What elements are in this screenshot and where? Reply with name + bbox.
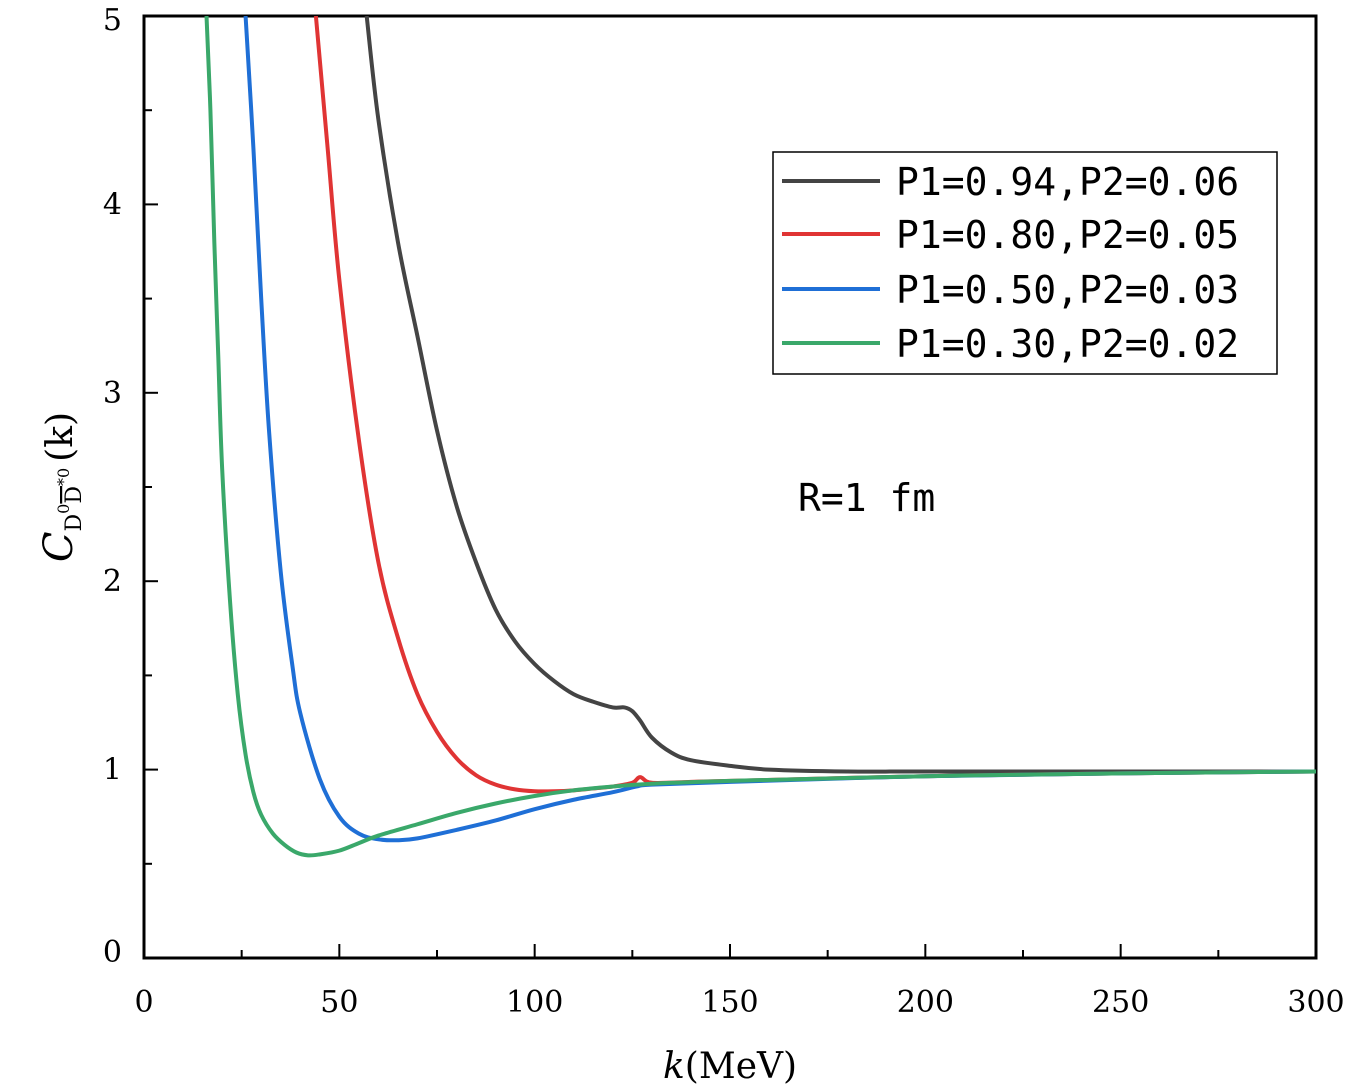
- x-axis-var: k: [663, 1046, 685, 1087]
- x-tick-label-200: 200: [897, 985, 954, 1020]
- legend-label-2: P1=0.50,P2=0.03: [896, 268, 1239, 312]
- x-tick-label-250: 250: [1092, 985, 1149, 1020]
- y-axis-sub-base: D: [62, 514, 87, 532]
- annotation-radius: R=1 fm: [798, 476, 935, 520]
- x-tick-label-0: 0: [134, 985, 153, 1020]
- series-line-0: [364, 16, 1316, 774]
- y-tick-label-4: 4: [103, 187, 122, 222]
- x-tick-label-100: 100: [506, 985, 563, 1020]
- tick-labels: 0 50 100 150 200 250 300 0 1 2 3 4 5: [103, 3, 1345, 1020]
- y-tick-label-3: 3: [103, 376, 122, 411]
- y-axis-arg: (k): [40, 412, 81, 462]
- series-line-3: [204, 16, 1316, 858]
- svg-text:CD0D*0(k): CD0D*0(k): [36, 412, 87, 562]
- legend: P1=0.94,P2=0.06 P1=0.80,P2=0.05 P1=0.50,…: [772, 151, 1278, 375]
- y-axis-sub-sup2: *0: [54, 468, 73, 486]
- legend-label-3: P1=0.30,P2=0.02: [896, 322, 1239, 366]
- y-tick-label-1: 1: [103, 753, 122, 788]
- y-tick-label-2: 2: [103, 564, 122, 599]
- legend-label-1: P1=0.80,P2=0.05: [896, 213, 1239, 257]
- x-axis-title: k(MeV): [663, 1046, 797, 1087]
- y-axis-title: CD0D*0(k): [36, 412, 87, 562]
- y-tick-label-5: 5: [103, 3, 122, 38]
- x-tick-label-50: 50: [320, 985, 358, 1020]
- legend-box: [772, 151, 1278, 375]
- series-line-1: [313, 16, 1316, 794]
- y-tick-label-0: 0: [103, 935, 122, 970]
- series-lines: [204, 16, 1316, 858]
- tick-marks: [143, 15, 1317, 959]
- y-axis-var: C: [36, 531, 82, 562]
- x-axis-unit: (MeV): [685, 1046, 797, 1087]
- series-line-2: [243, 16, 1316, 843]
- y-axis-sub-sup1: 0: [54, 504, 73, 514]
- legend-label-0: P1=0.94,P2=0.06: [896, 160, 1239, 204]
- x-tick-label-300: 300: [1287, 985, 1344, 1020]
- y-axis-sub-bar: D: [62, 486, 87, 504]
- x-tick-label-150: 150: [701, 985, 758, 1020]
